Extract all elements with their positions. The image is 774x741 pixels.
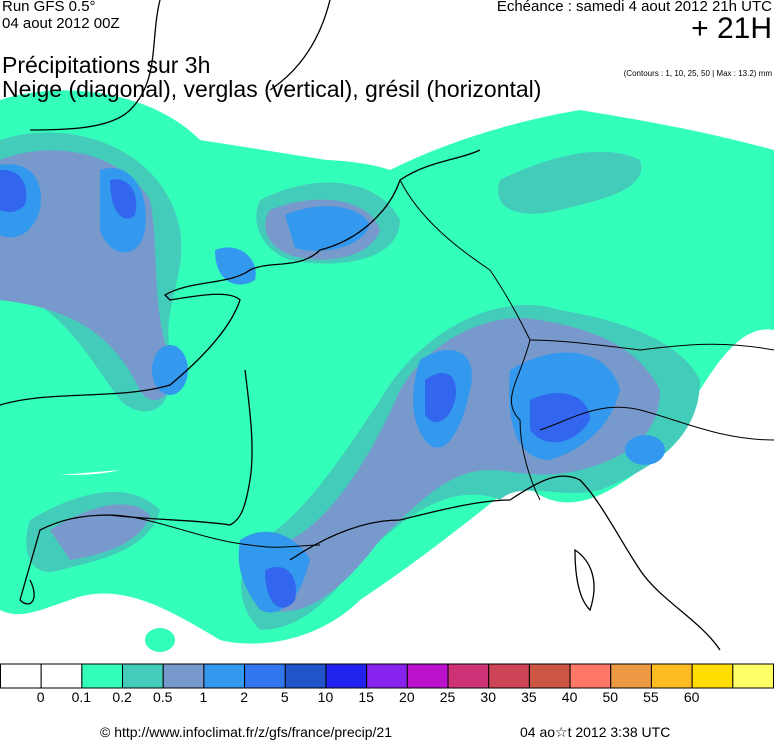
legend-level: 60 [683, 689, 700, 705]
legend-swatch [366, 663, 408, 689]
legend-level: 30 [480, 689, 496, 705]
footer-url: © http://www.infoclimat.fr/z/gfs/france/… [100, 724, 392, 740]
legend-swatch [406, 663, 449, 689]
legend-swatch [0, 663, 42, 689]
legend-level: 40 [561, 689, 578, 705]
legend-swatch [81, 663, 124, 689]
legend-swatch [610, 663, 652, 689]
legend-level: 55 [643, 689, 659, 705]
legend-level: 20 [399, 689, 415, 705]
legend-swatch [691, 663, 734, 689]
contours: (Contours : 1, 10, 25, 50 | Max : 13.2) … [623, 69, 772, 78]
legend-bar [0, 663, 774, 689]
subtitle: Neige (diagonal), verglas (vertical), gr… [2, 76, 542, 102]
legend-swatch [122, 663, 164, 689]
legend-swatch [488, 663, 530, 689]
legend-swatch [528, 663, 571, 689]
legend-swatch [569, 663, 612, 689]
run-label: Run GFS 0.5° [2, 0, 96, 15]
legend-swatch [284, 663, 327, 689]
legend-level: 15 [358, 689, 374, 705]
legend-level: 50 [602, 689, 619, 705]
coastlines [0, 0, 721, 651]
legend-swatch [447, 663, 490, 689]
legend-level: 0.1 [71, 689, 92, 705]
legend-swatch [203, 663, 246, 689]
legend-level: 0.5 [153, 689, 173, 705]
legend-swatch [244, 663, 286, 689]
legend-level: 0 [36, 689, 45, 705]
title: Précipitations sur 3h [2, 52, 211, 78]
legend-swatch [40, 663, 83, 689]
legend-level: 5 [280, 689, 289, 705]
echeance: Echéance : samedi 4 aout 2012 21h UTC [496, 0, 772, 15]
borders [109, 179, 774, 548]
legend-level: 2 [240, 689, 248, 705]
legend-swatch [650, 663, 693, 689]
legend-level: 35 [521, 689, 537, 705]
legend-swatch [325, 663, 368, 689]
legend-swatch [162, 663, 205, 689]
legend-level: 1 [199, 689, 208, 705]
offset: + 21H [691, 12, 772, 45]
legend-level: 0.2 [112, 689, 132, 705]
precip-2 [0, 169, 590, 608]
footer-date: 04 ao☆t 2012 3:38 UTC [520, 724, 671, 740]
legend-level: 25 [439, 689, 456, 705]
legend-swatch [732, 663, 774, 689]
legend-level: 10 [317, 689, 334, 705]
run-date: 04 aout 2012 00Z [2, 15, 120, 32]
